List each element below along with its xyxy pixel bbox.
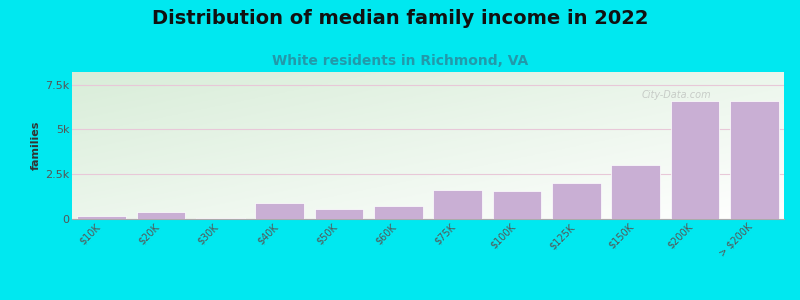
Bar xyxy=(611,165,660,219)
Bar xyxy=(670,101,719,219)
Bar xyxy=(314,209,363,219)
Bar xyxy=(493,191,542,219)
Bar xyxy=(552,183,601,219)
Bar xyxy=(196,218,245,219)
Bar xyxy=(137,212,186,219)
Bar xyxy=(255,203,304,219)
Text: White residents in Richmond, VA: White residents in Richmond, VA xyxy=(272,54,528,68)
Text: Distribution of median family income in 2022: Distribution of median family income in … xyxy=(152,9,648,28)
Bar xyxy=(434,190,482,219)
Bar xyxy=(78,216,126,219)
Text: City-Data.com: City-Data.com xyxy=(642,90,711,100)
Bar xyxy=(730,101,778,219)
Y-axis label: families: families xyxy=(31,121,41,170)
Bar xyxy=(374,206,422,219)
